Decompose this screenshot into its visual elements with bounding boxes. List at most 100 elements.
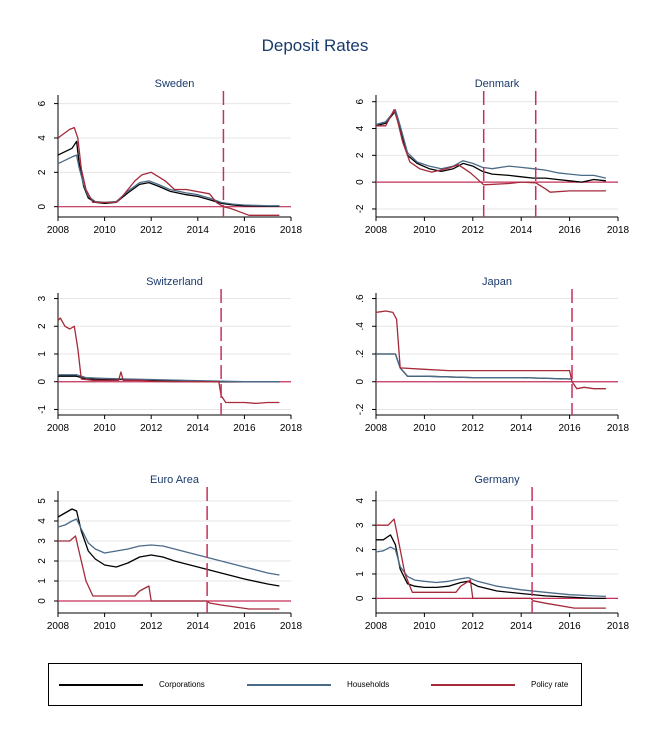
x-tick-label-germany: 2010 <box>413 621 436 632</box>
x-tick-label-switzerland: 2012 <box>140 423 163 434</box>
chart-panel-sweden: Sweden 0 2 4 6 2008 2010 2012 2014 2016 2018 <box>37 78 303 236</box>
y-tick-label-japan: -.2 <box>355 403 366 415</box>
x-tick-label-denmark: 2008 <box>365 225 388 236</box>
legend-label-households: Households <box>347 680 390 689</box>
series-line-corporations-denmark <box>375 110 606 183</box>
series-line-corporations-japan <box>376 353 572 380</box>
x-tick-label-euro-area: 2016 <box>233 621 256 632</box>
y-tick-label-japan: 0 <box>355 379 366 385</box>
y-tick-label-denmark: -2 <box>355 204 366 213</box>
series-line-policy-rate-sweden <box>57 126 280 216</box>
chart-panel-japan: Japan -.2 0 .2 .4 .6 2008 2010 2012 2014 2016 2018 <box>355 276 630 434</box>
series-line-corporations-germany <box>376 534 606 600</box>
y-tick-label-sweden: 6 <box>37 100 48 106</box>
y-tick-label-euro-area: 5 <box>37 498 48 504</box>
y-tick-label-sweden: 0 <box>37 203 48 209</box>
chart-title-sweden: Sweden <box>155 78 195 90</box>
chart-panel-denmark: Denmark -2 0 2 4 6 2008 2010 2012 2014 2016 2018 <box>355 78 630 236</box>
series-line-policy-rate-germany <box>376 518 606 609</box>
y-tick-label-euro-area: 1 <box>37 578 48 584</box>
series-line-policy-rate-euro-area <box>58 535 280 610</box>
y-tick-label-euro-area: 0 <box>37 598 48 604</box>
series-line-households-denmark <box>375 109 607 179</box>
legend-swatch-corporations <box>59 683 143 686</box>
y-tick-label-switzerland: 3 <box>37 295 48 301</box>
x-tick-label-denmark: 2014 <box>510 225 533 236</box>
x-tick-label-denmark: 2016 <box>558 225 581 236</box>
legend-swatch-policy-rate <box>431 683 515 686</box>
y-tick-label-germany: 0 <box>355 595 366 601</box>
y-tick-label-germany: 3 <box>355 522 366 528</box>
series-line-corporations-euro-area <box>57 508 280 587</box>
x-tick-label-denmark: 2012 <box>462 225 485 236</box>
series-line-households-switzerland <box>58 374 280 383</box>
y-tick-label-euro-area: 3 <box>37 538 48 544</box>
x-tick-label-sweden: 2012 <box>140 225 163 236</box>
x-tick-label-euro-area: 2018 <box>280 621 303 632</box>
x-tick-label-japan: 2010 <box>413 423 436 434</box>
x-tick-label-japan: 2008 <box>365 423 388 434</box>
y-tick-label-sweden: 4 <box>37 135 48 141</box>
y-tick-label-switzerland: 0 <box>37 379 48 385</box>
x-tick-label-japan: 2014 <box>510 423 533 434</box>
y-tick-label-euro-area: 2 <box>37 558 48 564</box>
x-tick-label-japan: 2016 <box>558 423 581 434</box>
y-tick-label-switzerland: -1 <box>37 405 48 414</box>
x-tick-label-switzerland: 2018 <box>280 423 303 434</box>
x-tick-label-euro-area: 2008 <box>47 621 70 632</box>
series-line-corporations-switzerland <box>58 375 280 383</box>
legend-item-households: Households <box>247 664 389 705</box>
x-tick-label-germany: 2008 <box>365 621 388 632</box>
x-tick-label-switzerland: 2016 <box>233 423 256 434</box>
y-tick-label-japan: .2 <box>355 349 366 358</box>
y-tick-label-germany: 4 <box>355 498 366 504</box>
legend-label-policy-rate: Policy rate <box>531 680 569 689</box>
x-tick-label-germany: 2016 <box>558 621 581 632</box>
chart-title-switzerland: Switzerland <box>146 276 203 288</box>
series-line-households-germany <box>375 546 606 598</box>
y-tick-label-denmark: 2 <box>355 152 366 158</box>
chart-title-germany: Germany <box>474 474 520 486</box>
y-tick-label-switzerland: 1 <box>37 351 48 357</box>
chart-title-euro-area: Euro Area <box>150 474 200 486</box>
x-tick-label-japan: 2018 <box>607 423 630 434</box>
chart-title-denmark: Denmark <box>475 78 520 90</box>
x-tick-label-denmark: 2010 <box>413 225 436 236</box>
y-tick-label-denmark: 4 <box>355 125 366 131</box>
x-tick-label-sweden: 2010 <box>93 225 116 236</box>
chart-panel-switzerland: Switzerland -1 0 1 2 3 2008 2010 2012 2014 2016 201… <box>37 276 303 434</box>
legend: Corporations Households Policy rate <box>48 663 582 706</box>
x-tick-label-sweden: 2016 <box>233 225 256 236</box>
chart-title-japan: Japan <box>482 276 512 288</box>
y-tick-label-germany: 1 <box>355 571 366 577</box>
x-tick-label-sweden: 2018 <box>280 225 303 236</box>
y-tick-label-denmark: 6 <box>355 98 366 104</box>
x-tick-label-germany: 2014 <box>510 621 533 632</box>
chart-panel-germany: Germany 0 1 2 3 4 2008 2010 2012 2014 2016 2018 <box>355 474 630 632</box>
x-tick-label-euro-area: 2014 <box>187 621 210 632</box>
x-tick-label-sweden: 2014 <box>187 225 210 236</box>
legend-swatch-households <box>247 683 331 686</box>
x-tick-label-switzerland: 2008 <box>47 423 70 434</box>
series-line-households-euro-area <box>57 518 280 576</box>
y-tick-label-japan: .6 <box>355 294 366 303</box>
x-tick-label-germany: 2018 <box>607 621 630 632</box>
series-line-households-japan <box>376 353 572 380</box>
x-tick-label-switzerland: 2010 <box>93 423 116 434</box>
x-tick-label-denmark: 2018 <box>607 225 630 236</box>
y-tick-label-switzerland: 2 <box>37 323 48 329</box>
legend-item-policy-rate: Policy rate <box>431 664 568 705</box>
x-tick-label-germany: 2012 <box>462 621 485 632</box>
chart-panel-euro-area: Euro Area 0 1 2 3 4 5 2008 2010 2012 2014 2016 2018 <box>37 474 303 632</box>
series-line-policy-rate-switzerland <box>57 317 280 405</box>
x-tick-label-japan: 2012 <box>462 423 485 434</box>
x-tick-label-switzerland: 2014 <box>187 423 210 434</box>
series-line-corporations-sweden <box>57 140 280 207</box>
figure-title: Deposit Rates <box>261 36 369 55</box>
y-tick-label-euro-area: 4 <box>37 518 48 524</box>
series-line-policy-rate-japan <box>375 310 606 390</box>
x-tick-label-sweden: 2008 <box>47 225 70 236</box>
legend-item-corporations: Corporations <box>59 664 205 705</box>
legend-label-corporations: Corporations <box>159 680 205 689</box>
